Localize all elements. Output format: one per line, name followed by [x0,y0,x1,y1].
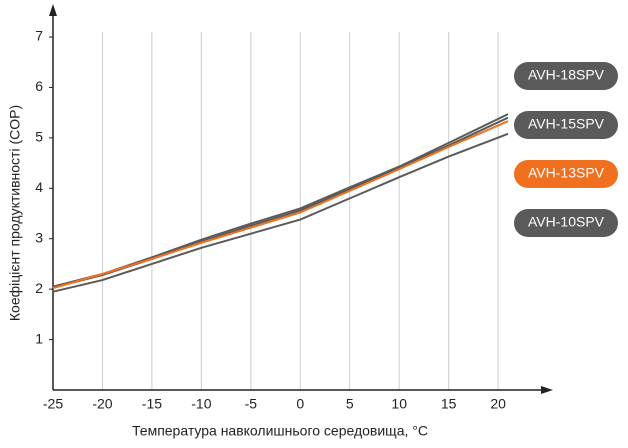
series-line [52,120,509,290]
x-tick-label: -25 [43,396,63,412]
x-tick-label: -20 [92,396,112,412]
legend-pill [514,160,618,188]
legend-label: AVH-18SPV [528,67,605,83]
legend-label: AVH-15SPV [528,116,605,132]
series-line [52,132,509,293]
x-tick-label: 15 [441,396,457,412]
x-tick-label: -5 [245,396,258,412]
x-tick-label: 10 [391,396,407,412]
x-axis-arrow [541,386,553,394]
x-tick-label: -15 [142,396,162,412]
y-axis-label: Коефіцієнт продуктивності (COP) [7,105,23,321]
legend-label: AVH-10SPV [528,214,605,230]
y-tick-label: 1 [35,330,43,346]
x-tick-label: 20 [490,396,506,412]
y-axis-arrow [49,4,57,16]
series-line [52,116,509,289]
y-tick-label: 5 [35,129,43,145]
x-tick-label: 5 [346,396,354,412]
legend-pill [514,62,618,90]
legend-pill [514,209,618,237]
y-tick-label: 6 [35,78,43,94]
y-tick-label: 3 [35,229,43,245]
x-tick-label: 0 [296,396,304,412]
legend-label: AVH-13SPV [528,165,605,181]
x-tick-label: -10 [191,396,211,412]
legend-pill [514,111,618,139]
y-tick-label: 2 [35,280,43,296]
series-line [52,113,509,288]
x-axis-label: Температура навколишнього середовища, °C [132,423,428,439]
y-tick-label: 4 [35,179,43,195]
y-tick-label: 7 [35,28,43,44]
